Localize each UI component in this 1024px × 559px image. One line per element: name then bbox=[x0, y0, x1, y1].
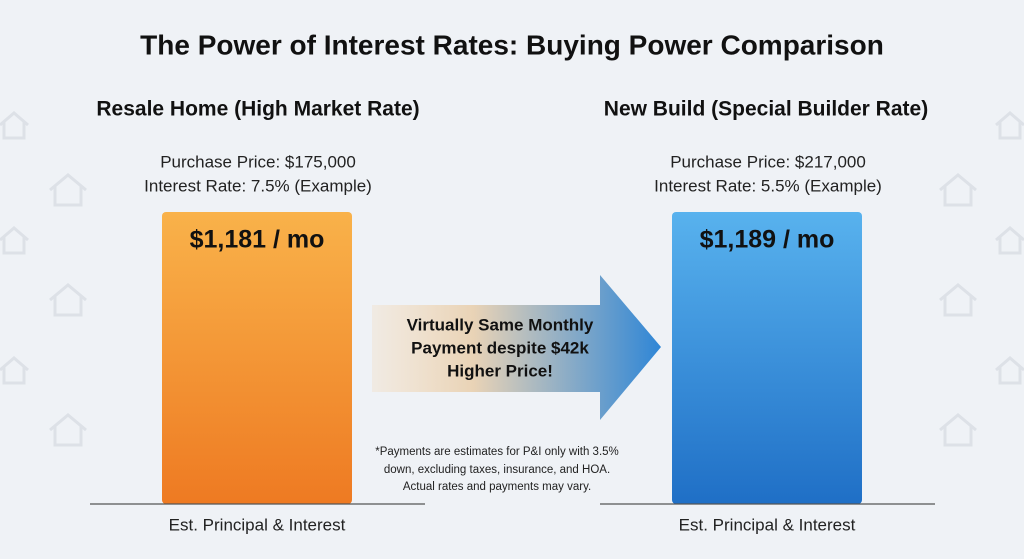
arrow-text: Virtually Same Monthly bbox=[407, 315, 594, 334]
left-heading: Resale Home (High Market Rate) bbox=[96, 98, 419, 121]
house-icons bbox=[0, 111, 1024, 447]
footnote: Actual rates and payments may vary. bbox=[403, 481, 591, 493]
right-rate: Interest Rate: 5.5% (Example) bbox=[654, 176, 882, 195]
title: The Power of Interest Rates: Buying Powe… bbox=[140, 29, 884, 60]
arrow-text: Higher Price! bbox=[447, 361, 553, 380]
right-heading: New Build (Special Builder Rate) bbox=[604, 98, 928, 121]
right-price: Purchase Price: $217,000 bbox=[670, 152, 866, 171]
left-bar bbox=[162, 212, 352, 504]
right-axis-label: Est. Principal & Interest bbox=[679, 515, 856, 534]
right-bar bbox=[672, 212, 862, 504]
footnote: down, excluding taxes, insurance, and HO… bbox=[384, 464, 610, 476]
arrow-text: Payment despite $42k bbox=[411, 338, 589, 357]
right-payment: $1,189 / mo bbox=[700, 226, 835, 254]
left-axis-label: Est. Principal & Interest bbox=[169, 515, 346, 534]
left-payment: $1,181 / mo bbox=[190, 226, 325, 254]
footnote: *Payments are estimates for P&I only wit… bbox=[375, 446, 619, 458]
left-price: Purchase Price: $175,000 bbox=[160, 152, 356, 171]
arrow bbox=[372, 275, 661, 420]
left-rate: Interest Rate: 7.5% (Example) bbox=[144, 176, 372, 195]
